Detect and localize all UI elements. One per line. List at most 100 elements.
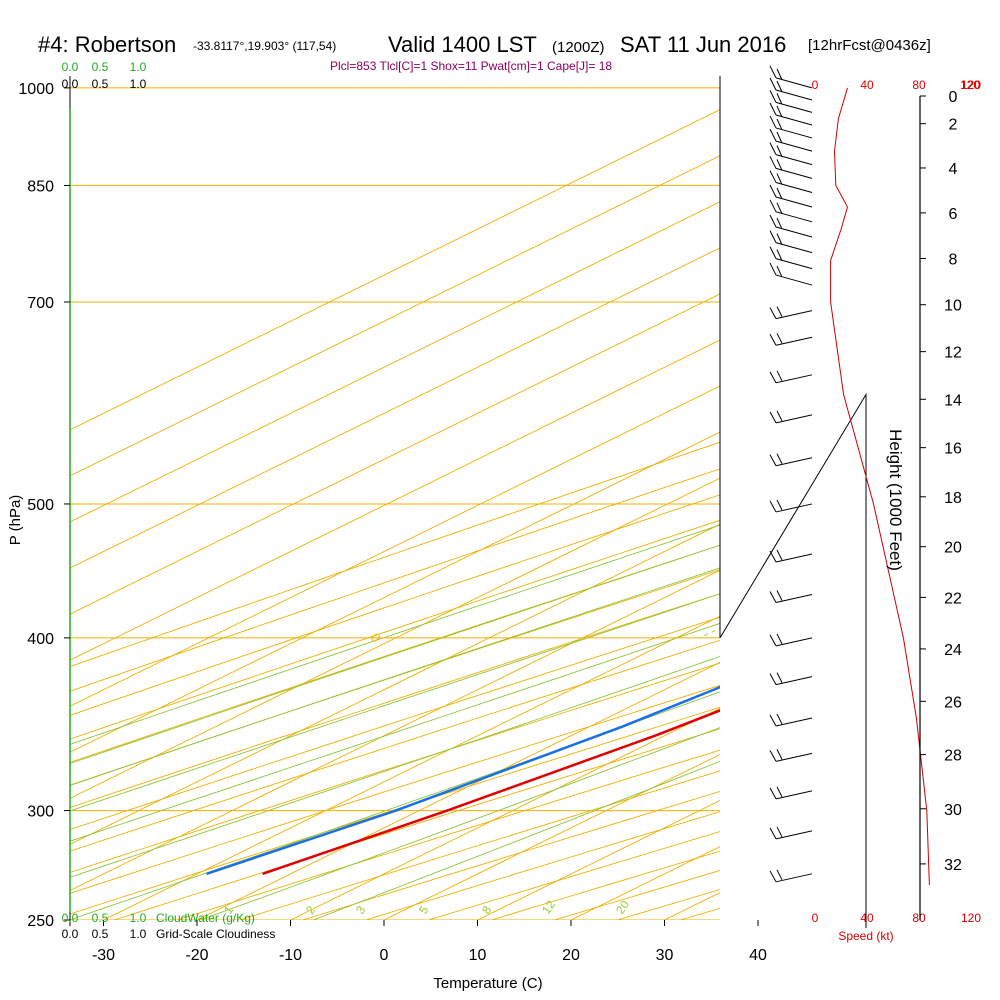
dry-adiabat-line — [489, 850, 720, 920]
wind-barb-shaft — [775, 717, 813, 727]
dry-adiabat-line — [70, 616, 720, 831]
wind-barb — [769, 102, 813, 126]
isotherm-line — [70, 109, 720, 431]
wind-barb-flag — [776, 68, 783, 81]
moist-adiabat-line — [198, 727, 720, 920]
cloudiness-tick-bottom: 1.0 — [130, 927, 147, 941]
wind-barb-flag — [769, 170, 777, 183]
cloudiness-tick-top: 0.5 — [92, 77, 109, 91]
wind-barb-flag — [769, 184, 777, 198]
height-tick-label: 28 — [944, 748, 962, 765]
temperature-tick-label: 40 — [749, 947, 767, 964]
pressure-tick-label: 1000 — [18, 81, 54, 98]
wind-speed-tick-top: 0 — [812, 78, 819, 92]
pressure-tick-label: 400 — [27, 631, 54, 648]
temperature-tick-label: 30 — [656, 947, 674, 964]
cloud-water-tick-top: 0.5 — [92, 60, 109, 74]
moist-adiabat-line — [70, 524, 720, 745]
cloud-water-tick-top: 0.0 — [62, 60, 79, 74]
height-axis-title: Height (1000 Feet) — [886, 429, 905, 571]
wind-barb — [769, 590, 813, 603]
wind-barb — [769, 246, 813, 270]
wind-barb-flag — [776, 159, 783, 171]
cloudiness-tick-bottom: 0.0 — [62, 927, 79, 941]
wind-barb — [769, 633, 813, 647]
station-title: #4: Robertson — [38, 32, 176, 57]
isotherm-line — [70, 201, 720, 523]
height-tick-label: 24 — [944, 642, 962, 659]
wind-speed-tick-bottom: 120 — [961, 911, 981, 925]
moist-adiabat-line — [70, 567, 720, 786]
wind-barb-flag — [769, 673, 777, 685]
pressure-tick-label: 700 — [27, 295, 54, 312]
wind-speed-tick-bottom: 80 — [912, 911, 926, 925]
temperature-tick-label: -10 — [279, 947, 302, 964]
temperature-tick-label: 10 — [469, 947, 487, 964]
wind-speed-tick-top: 40 — [860, 78, 874, 92]
wind-barb-shaft — [775, 310, 813, 320]
pressure-tick-label: 300 — [27, 804, 54, 821]
temperature-tick-label: -30 — [92, 947, 115, 964]
height-tick-label: 14 — [944, 392, 962, 409]
wind-barb-flag — [769, 246, 777, 259]
wind-barb-flag — [776, 105, 783, 118]
wind-barb-flag — [776, 549, 783, 561]
wind-barb — [769, 115, 813, 139]
wind-barb-shaft — [775, 790, 813, 800]
wind-barb — [769, 306, 813, 320]
isotherm-line — [70, 385, 720, 707]
isotherm-line — [70, 569, 720, 891]
wind-barb-flag — [769, 128, 777, 142]
wind-barb-flag — [769, 156, 777, 169]
wind-barb — [769, 370, 813, 384]
wind-barb-flag — [776, 202, 783, 215]
wind-barb — [769, 128, 813, 152]
isotherm-line — [289, 707, 720, 920]
wind-barb-shaft — [775, 457, 813, 467]
moist-adiabat-line — [70, 593, 720, 812]
moist-adiabat-line — [70, 655, 720, 878]
cloudiness-tick-bottom: 0.5 — [92, 927, 109, 941]
isotherm-line — [70, 431, 720, 753]
moist-adiabat-label: 20 — [780, 445, 807, 472]
wind-barb-flag — [776, 826, 783, 838]
wind-barb-shaft — [775, 374, 813, 384]
wind-barb — [769, 786, 813, 800]
cloudiness-tick-top: 1.0 — [130, 77, 147, 91]
wind-barb-flag — [769, 262, 777, 276]
wind-barb-flag — [769, 750, 777, 762]
wind-barb-flag — [776, 173, 783, 185]
wind-barb — [769, 170, 813, 194]
wind-speed-tick-top: 120 — [961, 78, 981, 92]
wind-barb-shaft — [775, 637, 813, 647]
dry-adiabat-line — [70, 519, 720, 740]
dry-adiabat-line — [70, 706, 720, 915]
dry-adiabat-line — [678, 907, 720, 920]
valid-time: Valid 1400 LST — [388, 32, 537, 57]
plot-frame — [69, 76, 867, 928]
wind-barb-flag — [776, 187, 783, 200]
wind-barb-flag — [769, 230, 777, 243]
moist-adiabat-label: 0 — [720, 718, 739, 739]
mixing-ratio-label: 5 — [416, 903, 431, 917]
wind-barb-shaft — [775, 503, 813, 513]
pressure-tick-label: 250 — [27, 913, 54, 930]
dry-adiabat-line — [70, 684, 720, 894]
wind-barb-shaft — [775, 414, 813, 424]
wind-barb — [769, 826, 813, 840]
height-tick-label: 6 — [949, 206, 958, 223]
cloud-water-label: CloudWater (g/Kg) — [156, 911, 255, 925]
wind-barb-shaft — [775, 553, 813, 563]
mixing-ratio-label: 20 — [613, 897, 632, 916]
wind-barb-flag — [776, 410, 783, 422]
mixing-ratio-line — [985, 76, 1000, 638]
wind-barb — [769, 549, 813, 563]
wind-barb — [769, 65, 813, 89]
dry-adiabat-line — [238, 770, 720, 920]
wind-speed-tick-bottom: 40 — [860, 911, 874, 925]
wind-barb-shaft — [775, 676, 813, 686]
height-tick-label: 26 — [944, 694, 962, 711]
